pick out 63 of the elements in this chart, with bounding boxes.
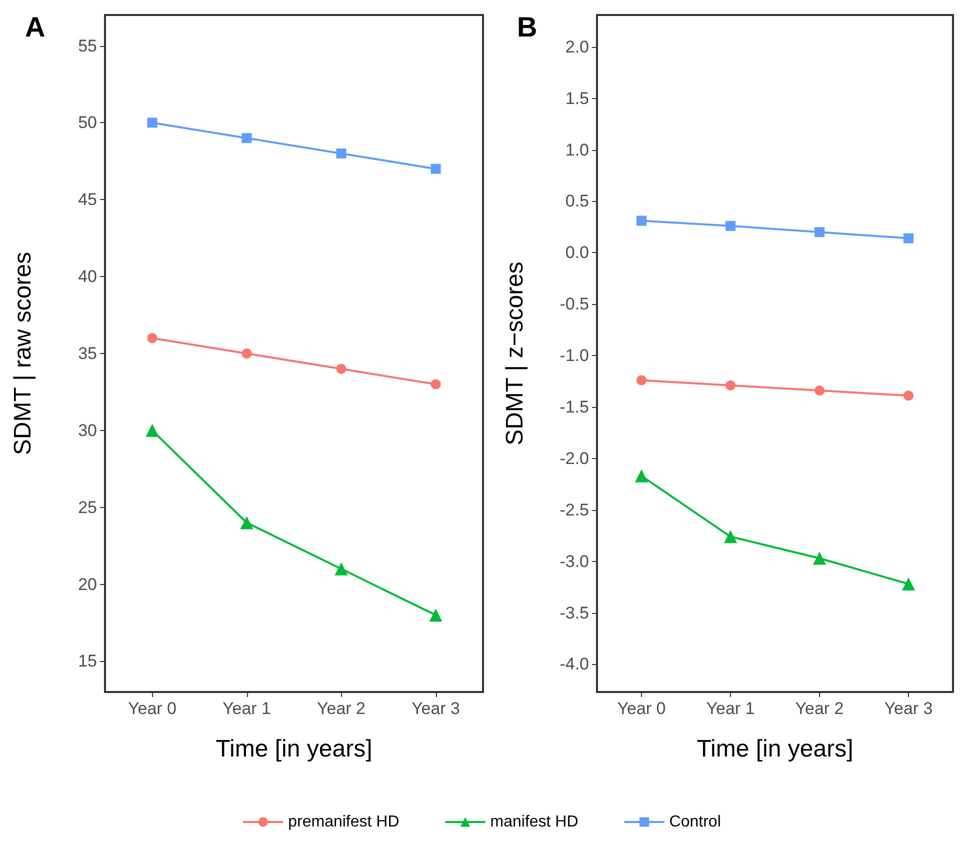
y-tick-label: 40: [78, 267, 97, 286]
point: [430, 379, 441, 390]
y-tick-label: -1.5: [560, 398, 589, 416]
y-tick-label: 0.0: [565, 243, 589, 262]
y-tick-label: 45: [78, 190, 97, 210]
y-tick-label: -0.5: [560, 294, 589, 314]
y-tick-label: 55: [78, 36, 97, 56]
x-axis-title: Time [in years]: [696, 736, 854, 762]
point: [904, 233, 914, 244]
y-axis-title: SDMT | z−scores: [502, 262, 528, 446]
point: [429, 608, 442, 622]
y-tick-label: -2.0: [560, 448, 589, 468]
point: [430, 164, 441, 174]
x-tick-label: Year 2: [316, 699, 366, 718]
point: [814, 386, 824, 396]
y-tick-label: 2.0: [565, 37, 589, 56]
point: [334, 562, 348, 576]
point: [242, 133, 252, 144]
x-tick-label: Year 0: [128, 699, 177, 718]
point: [813, 552, 826, 565]
x-axis-title: Time [in years]: [216, 736, 372, 762]
y-tick-label: 50: [78, 113, 97, 132]
y-tick-label: 1.0: [565, 140, 589, 160]
legend-label: manifest HD: [490, 814, 578, 830]
y-axis-title: SDMT | raw scores: [10, 252, 36, 456]
y-tick-label: 15: [78, 652, 97, 671]
y-tick-label: 0.5: [565, 192, 589, 211]
x-tick-label: Year 3: [884, 699, 933, 718]
point: [240, 516, 254, 530]
y-tick-label: -2.5: [560, 500, 589, 520]
y-tick-label: -4.0: [560, 654, 589, 674]
point: [814, 227, 824, 238]
chart-title: A: [25, 12, 46, 42]
point: [636, 216, 646, 226]
y-tick-label: 25: [78, 498, 97, 517]
point: [724, 530, 737, 544]
point: [726, 380, 736, 390]
x-tick-label: Year 1: [706, 699, 755, 718]
point: [904, 390, 914, 401]
point: [336, 364, 346, 374]
y-tick-label: -3.5: [560, 603, 589, 622]
x-tick-label: Year 2: [795, 699, 844, 718]
legend-label: premanifest HD: [288, 814, 400, 830]
point: [336, 148, 346, 158]
x-tick-label: Year 1: [222, 699, 272, 718]
y-tick-label: -1.0: [560, 346, 589, 366]
point: [242, 348, 252, 358]
x-tick-label: Year 3: [411, 699, 460, 718]
legend-label: Control: [669, 814, 721, 830]
point: [146, 424, 159, 437]
y-tick-label: 35: [78, 344, 97, 363]
point: [636, 375, 646, 386]
y-tick-label: 30: [78, 420, 97, 440]
chart-title: B: [517, 12, 538, 42]
y-tick-label: 20: [78, 574, 97, 594]
y-tick-label: -3.0: [560, 552, 589, 571]
point: [147, 118, 158, 128]
point: [147, 333, 158, 344]
x-tick-label: Year 0: [617, 699, 666, 718]
point: [902, 577, 915, 590]
point: [726, 220, 736, 231]
point: [635, 469, 648, 482]
y-tick-label: 1.5: [565, 88, 589, 108]
